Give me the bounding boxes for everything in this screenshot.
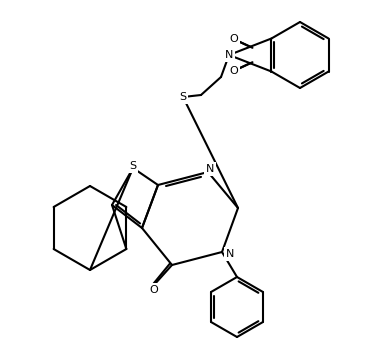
Text: O: O (230, 66, 238, 76)
Text: S: S (129, 161, 137, 171)
Text: N: N (206, 164, 214, 174)
Text: O: O (230, 34, 238, 44)
Text: N: N (225, 50, 233, 60)
Text: N: N (226, 249, 234, 259)
Text: S: S (179, 92, 186, 102)
Text: O: O (150, 285, 158, 295)
